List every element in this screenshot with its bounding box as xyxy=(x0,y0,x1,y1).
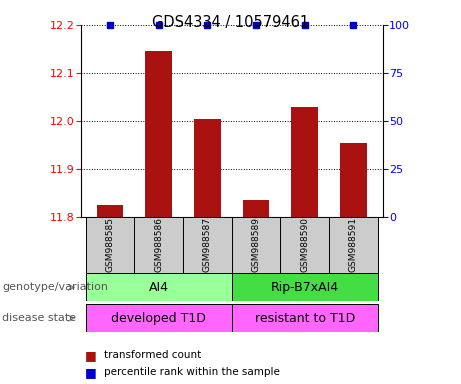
Text: resistant to T1D: resistant to T1D xyxy=(254,312,355,324)
Bar xyxy=(96,205,123,217)
FancyBboxPatch shape xyxy=(280,217,329,273)
Text: developed T1D: developed T1D xyxy=(111,312,206,324)
Text: ■: ■ xyxy=(85,366,97,379)
Text: AI4: AI4 xyxy=(148,281,169,294)
Text: transformed count: transformed count xyxy=(104,350,201,360)
Text: GSM988586: GSM988586 xyxy=(154,217,163,272)
Text: percentile rank within the sample: percentile rank within the sample xyxy=(104,367,280,377)
Text: GSM988590: GSM988590 xyxy=(300,217,309,272)
FancyBboxPatch shape xyxy=(86,217,134,273)
FancyBboxPatch shape xyxy=(329,217,378,273)
Bar xyxy=(340,142,367,217)
Text: GSM988591: GSM988591 xyxy=(349,217,358,272)
Bar xyxy=(291,106,318,217)
FancyBboxPatch shape xyxy=(232,217,280,273)
Text: disease state: disease state xyxy=(2,313,77,323)
FancyBboxPatch shape xyxy=(232,273,378,301)
FancyBboxPatch shape xyxy=(134,217,183,273)
Text: GSM988585: GSM988585 xyxy=(106,217,114,272)
FancyBboxPatch shape xyxy=(183,217,232,273)
Bar xyxy=(242,200,269,217)
Text: GSM988587: GSM988587 xyxy=(203,217,212,272)
Bar xyxy=(145,51,172,217)
FancyBboxPatch shape xyxy=(232,304,378,332)
Text: Rip-B7xAI4: Rip-B7xAI4 xyxy=(271,281,339,294)
Text: GDS4334 / 10579461: GDS4334 / 10579461 xyxy=(152,15,309,30)
FancyBboxPatch shape xyxy=(86,304,232,332)
Bar xyxy=(194,119,221,217)
FancyBboxPatch shape xyxy=(86,273,232,301)
Text: GSM988589: GSM988589 xyxy=(252,217,260,272)
Text: ■: ■ xyxy=(85,349,97,362)
Text: genotype/variation: genotype/variation xyxy=(2,282,108,293)
